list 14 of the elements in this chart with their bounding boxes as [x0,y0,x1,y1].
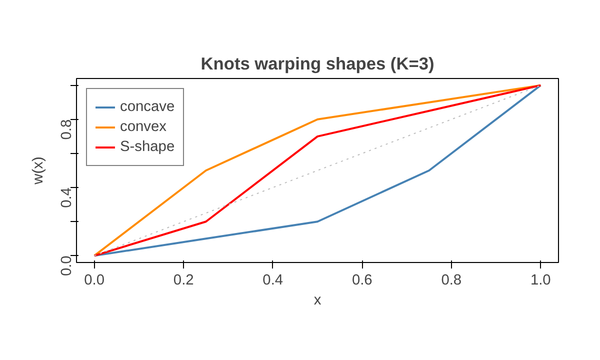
x-tick-label: 0.4 [262,272,284,288]
x-tick-label: 0.8 [441,272,462,288]
x-tick-label: 1.0 [530,272,551,288]
x-tick-label: 0.6 [352,272,372,288]
y-axis-title: w(x) [30,156,46,186]
x-axis-title: x [314,292,322,308]
y-tick-label: 0.8 [59,119,75,140]
chart-title: Knots warping shapes (K=3) [200,54,434,74]
legend-label: concave [120,99,175,115]
legend-label: convex [120,119,166,135]
x-tick-label: 0.0 [84,272,105,288]
y-tick-label: 0.4 [59,188,75,208]
legend-label: S-shape [120,139,175,155]
x-tick-label: 0.2 [173,272,194,288]
